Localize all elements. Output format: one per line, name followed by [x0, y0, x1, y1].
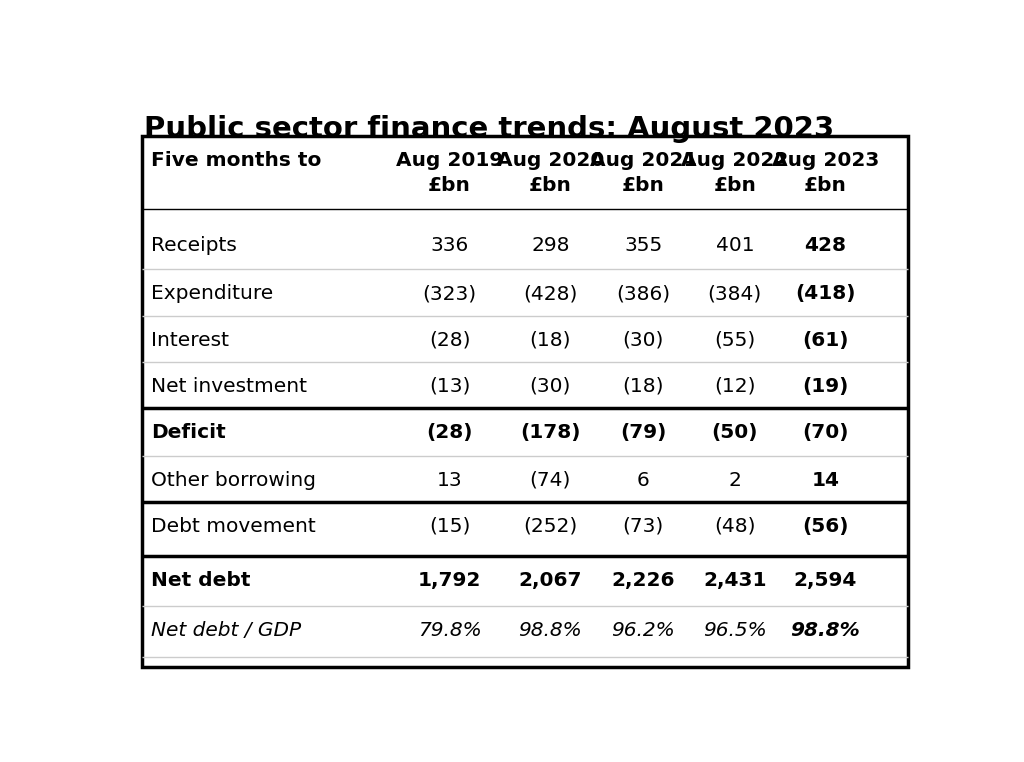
Text: (15): (15) — [429, 517, 470, 536]
Text: (61): (61) — [802, 331, 849, 350]
Text: 98.8%: 98.8% — [518, 621, 583, 640]
Text: 96.2%: 96.2% — [611, 621, 675, 640]
Text: (19): (19) — [803, 377, 849, 395]
Text: Aug 2020: Aug 2020 — [497, 151, 604, 170]
Text: (28): (28) — [429, 331, 470, 350]
Text: £bn: £bn — [804, 176, 847, 195]
Text: (50): (50) — [712, 423, 758, 442]
Text: 96.5%: 96.5% — [702, 621, 767, 640]
Text: Net investment: Net investment — [152, 377, 307, 395]
Text: 401: 401 — [716, 236, 754, 255]
Text: 13: 13 — [437, 471, 463, 490]
Text: Debt movement: Debt movement — [152, 517, 316, 536]
Text: 2,226: 2,226 — [611, 571, 675, 590]
Text: Net debt / GDP: Net debt / GDP — [152, 621, 301, 640]
Text: £bn: £bn — [622, 176, 665, 195]
Text: Aug 2022: Aug 2022 — [681, 151, 788, 170]
Text: Aug 2023: Aug 2023 — [772, 151, 880, 170]
Text: 6: 6 — [637, 471, 650, 490]
Text: 2,594: 2,594 — [794, 571, 857, 590]
Text: Interest: Interest — [152, 331, 229, 350]
Text: (18): (18) — [529, 331, 571, 350]
Text: (12): (12) — [714, 377, 756, 395]
Text: (13): (13) — [429, 377, 470, 395]
Text: (55): (55) — [714, 331, 756, 350]
Text: (252): (252) — [523, 517, 578, 536]
Text: (30): (30) — [623, 331, 664, 350]
Text: 355: 355 — [625, 236, 663, 255]
Text: 2,067: 2,067 — [518, 571, 582, 590]
Text: Deficit: Deficit — [152, 423, 226, 442]
Text: (56): (56) — [802, 517, 849, 536]
Text: (28): (28) — [426, 423, 473, 442]
Text: 1,792: 1,792 — [418, 571, 481, 590]
Text: (73): (73) — [623, 517, 664, 536]
Text: £bn: £bn — [529, 176, 571, 195]
Text: (384): (384) — [708, 284, 762, 303]
Text: 336: 336 — [430, 236, 469, 255]
Text: Five months to: Five months to — [152, 151, 322, 170]
Text: Other borrowing: Other borrowing — [152, 471, 316, 490]
Text: 98.8%: 98.8% — [791, 621, 860, 640]
Text: £bn: £bn — [428, 176, 471, 195]
Text: (323): (323) — [423, 284, 477, 303]
Text: 428: 428 — [805, 236, 847, 255]
Text: 14: 14 — [811, 471, 840, 490]
Text: (79): (79) — [621, 423, 667, 442]
Text: (428): (428) — [523, 284, 578, 303]
Text: (418): (418) — [796, 284, 856, 303]
Text: Aug 2021: Aug 2021 — [590, 151, 697, 170]
Text: (70): (70) — [802, 423, 849, 442]
Text: Expenditure: Expenditure — [152, 284, 273, 303]
Text: Aug 2019: Aug 2019 — [396, 151, 503, 170]
Text: (48): (48) — [714, 517, 756, 536]
Text: (74): (74) — [529, 471, 571, 490]
Text: (30): (30) — [529, 377, 571, 395]
Text: 79.8%: 79.8% — [418, 621, 481, 640]
Text: (18): (18) — [623, 377, 665, 395]
Text: Public sector finance trends: August 2023: Public sector finance trends: August 202… — [143, 114, 834, 142]
Text: (178): (178) — [520, 423, 581, 442]
Text: 298: 298 — [531, 236, 569, 255]
Text: (386): (386) — [616, 284, 671, 303]
Text: 2: 2 — [728, 471, 741, 490]
Text: Receipts: Receipts — [152, 236, 238, 255]
Text: Net debt: Net debt — [152, 571, 251, 590]
Text: £bn: £bn — [714, 176, 757, 195]
Text: 2,431: 2,431 — [703, 571, 767, 590]
